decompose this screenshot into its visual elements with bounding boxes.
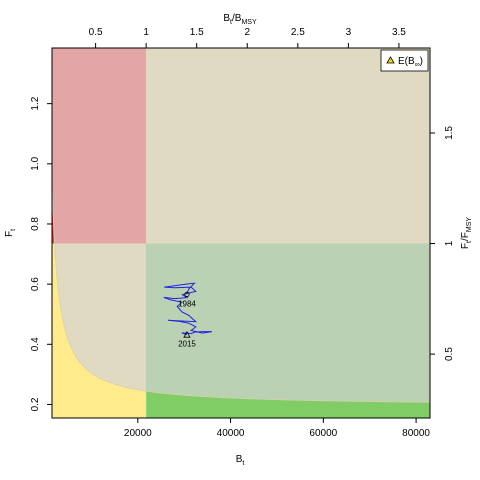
x-tick-label: 60000 [309, 428, 337, 439]
axes: 20000 40000 60000 80000 0.2 0.4 0.6 0.8 1.0 1.2 0.… [30, 27, 455, 439]
right-axis-title: Ft/FMSY [460, 217, 473, 249]
top-tick-label: 1 [143, 27, 149, 38]
trajectory-line [163, 282, 213, 336]
top-tick-label: 0.5 [89, 27, 103, 38]
legend-triangle-icon [386, 56, 395, 64]
top-tick-label: 3.5 [392, 27, 406, 38]
x-tick-label: 40000 [217, 428, 245, 439]
y-tick-label: 0.2 [30, 397, 41, 411]
top-tick-label: 2.5 [291, 27, 305, 38]
y-tick-label: 0.6 [30, 277, 41, 291]
plot-frame [51, 47, 431, 419]
y-tick-label: 1.0 [30, 156, 41, 170]
top-tick-label: 2 [244, 27, 250, 38]
top-axis-title: Bt/BMSY [223, 13, 257, 26]
top-tick-label: 1.5 [190, 27, 204, 38]
zone-shaded-sustainable [146, 243, 430, 403]
legend-label: E(B∞) [398, 56, 423, 69]
legend: E(B∞) [380, 49, 429, 72]
right-tick-label: 0.5 [444, 347, 455, 361]
start-year-label: 1984 [178, 299, 196, 308]
right-tick-label: 1 [444, 240, 455, 246]
x-tick-label: 20000 [124, 428, 152, 439]
end-point-triangle [183, 330, 191, 338]
right-tick-label: 1.5 [444, 126, 455, 140]
equilibrium-curve-line [52, 185, 430, 403]
stock-trajectory: 1984 2015 [163, 282, 213, 349]
legend-box [380, 49, 429, 72]
equilibrium-curve [52, 48, 430, 403]
y-tick-label: 0.8 [30, 217, 41, 231]
zone-shaded-overfished-overfishing [52, 48, 147, 244]
end-year-label: 2015 [178, 340, 196, 349]
equilibrium-shaded-region [52, 48, 430, 403]
zone-shaded-overfishing [146, 48, 430, 244]
x-axis-title: Bt [236, 454, 245, 467]
start-point-circle [184, 291, 190, 297]
x-tick-label: 80000 [402, 428, 430, 439]
top-tick-label: 3 [346, 27, 352, 38]
y-tick-label: 1.2 [30, 96, 41, 110]
y-axis-title: Ft [4, 229, 17, 237]
y-tick-label: 0.4 [30, 337, 41, 351]
